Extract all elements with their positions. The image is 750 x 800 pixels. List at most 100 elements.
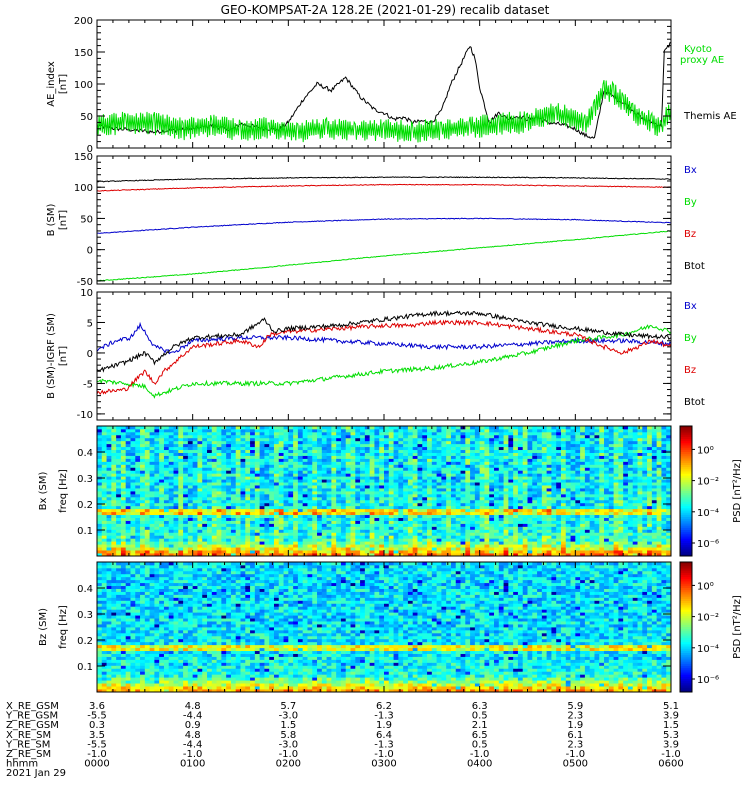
spec_bx-cell (546, 553, 552, 557)
spec_bx-cell (250, 473, 256, 477)
spec_bx-cell (326, 434, 332, 439)
spec_bx-cell (369, 523, 375, 527)
spec_bx-cell (106, 476, 112, 480)
spec_bx-cell (427, 455, 433, 459)
spec_bx-cell (517, 488, 524, 492)
spec_bx-cell (513, 434, 519, 439)
spec_bx-cell (207, 508, 213, 513)
spec_bx-cell (101, 538, 107, 542)
spec_bx-cell (374, 461, 380, 465)
spec_bx-cell (489, 541, 495, 545)
spec_bx-cell (111, 520, 117, 524)
spec_bx-cell (369, 431, 375, 436)
spec_bx-cell (163, 523, 170, 527)
spec_bx-cell (226, 470, 232, 474)
spec_bx-cell (97, 431, 103, 436)
spec_bx-cell (436, 443, 442, 448)
spec_bx-cell (580, 426, 586, 430)
spec_bx-cell (589, 523, 595, 527)
spec_bx-cell (312, 541, 318, 545)
spec_bx-cell (226, 476, 232, 480)
spec_bx-cell (369, 505, 375, 510)
spec_bx-cell (584, 496, 591, 501)
spec_bx-cell (379, 499, 385, 504)
spec_bx-cell (465, 502, 471, 507)
spec_bx-cell (297, 553, 304, 557)
spec_bx-cell (101, 446, 107, 451)
spec_bx-cell (216, 529, 222, 533)
spec_bx-cell (479, 523, 485, 527)
spec_bx-cell (106, 458, 112, 462)
spec_bx-cell (474, 502, 481, 507)
spec_bx-cell (302, 476, 308, 480)
spec_bx-cell (163, 532, 170, 536)
spec_bx-cell (168, 491, 174, 495)
spec_bx-cell (235, 458, 241, 462)
db-ytick-label: -5 (83, 379, 93, 390)
spec_bx-cell (470, 517, 476, 521)
spec_bx-cell (460, 470, 466, 474)
spec_bx-cell (307, 431, 313, 436)
spec_bx-cell (450, 502, 457, 507)
spec_bx-cell (551, 553, 557, 557)
spec_bx-cell (565, 479, 571, 483)
spec_bx-cell (484, 496, 490, 501)
spec_bx-cell (484, 514, 490, 518)
spec_bx-cell (560, 426, 567, 430)
spec_bx-cell (455, 544, 461, 548)
spec_bx-cell (350, 511, 356, 516)
spec_bx-cell (111, 476, 117, 480)
spec_bx-cell (556, 508, 562, 513)
spec_bx-cell (355, 547, 361, 551)
spec_bx-cell (350, 482, 356, 486)
spec_bx-cell (412, 529, 418, 533)
spec_bx-cell (556, 496, 562, 501)
spec_bx-cell (120, 517, 127, 521)
spec_bx-cell (431, 523, 438, 527)
spec_bx-cell (101, 482, 107, 486)
spec_bx-cell (317, 517, 323, 521)
spec_bx-cell (307, 426, 313, 430)
spec_bx-cell (111, 514, 117, 518)
spec_bx-cell (455, 452, 461, 456)
spec_bx-cell (446, 464, 452, 468)
spec_bx-cell (584, 550, 591, 554)
spec_bx-cell (221, 482, 227, 486)
spec_bx-cell (436, 493, 442, 498)
spec_bx-cell (293, 461, 299, 465)
spec_bx-cell (135, 440, 141, 445)
spec_bx-cell (326, 538, 332, 542)
spec_bx-cell (163, 553, 170, 557)
spec_bx-cell (374, 428, 380, 433)
spec_bx-cell (321, 550, 327, 554)
spec_bx-cell (412, 446, 418, 451)
spec_bx-cell (522, 508, 528, 513)
spec_bx-cell (240, 476, 246, 480)
spec_bx-cell (541, 526, 548, 530)
spec_bx-cell (498, 529, 504, 533)
spec_bx-cell (446, 517, 452, 521)
spec_bx-cell (360, 502, 366, 507)
spec_bx-cell (556, 461, 562, 465)
spec_bx-cell (288, 553, 294, 557)
spec_bx-cell (436, 553, 442, 557)
spec_bx-cell (288, 526, 294, 530)
spec_bx-cell (163, 482, 170, 486)
spec_bx-cell (551, 511, 557, 516)
spec_bx-cell (379, 535, 385, 539)
spec_bx-cell (503, 526, 509, 530)
spec_bx-cell (446, 491, 452, 495)
spec_bx-cell (312, 538, 318, 542)
spec_bx-cell (474, 464, 481, 468)
spec_bx-cell (379, 553, 385, 557)
spec_bx-cell (541, 553, 548, 557)
spec_bx-cell (331, 446, 337, 451)
spec_bx-cell (154, 517, 160, 521)
spec_bx-cell (97, 523, 103, 527)
spec_bx-cell (431, 473, 438, 477)
spec_bx-cell (288, 458, 294, 462)
spec_bx-cell (307, 523, 313, 527)
spec_bx-cell (384, 476, 390, 480)
spec_bx-cell (446, 440, 452, 445)
spec_bx-cell (317, 529, 323, 533)
